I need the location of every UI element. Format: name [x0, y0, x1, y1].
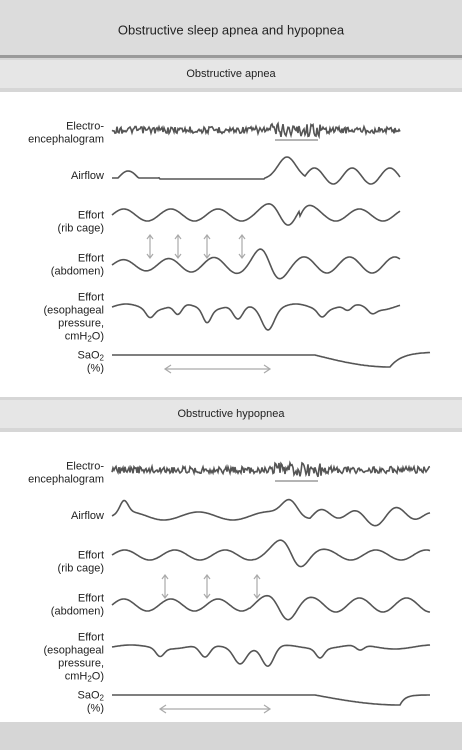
panel [0, 92, 462, 397]
label-text: SaO [78, 689, 100, 701]
trace-label: (abdomen) [51, 605, 104, 617]
section-header [0, 60, 462, 88]
label-text: cmH [65, 330, 88, 342]
trace-label: pressure, [58, 657, 104, 669]
panel [0, 432, 462, 722]
arrow-head [174, 234, 182, 259]
trace-label: Effort [78, 252, 104, 264]
trace-label: Effort [78, 549, 104, 561]
arrow-head [161, 574, 169, 599]
trace-label: (esophageal [43, 644, 104, 656]
waveform [112, 351, 431, 368]
label-text: SaO [78, 349, 100, 361]
waveform [111, 121, 401, 140]
section-title: Obstructive hypopnea [177, 408, 285, 420]
trace-label: (rib cage) [58, 562, 104, 574]
trace-label: Airflow [71, 510, 104, 522]
trace-label: Airflow [71, 170, 104, 182]
waveform [112, 694, 430, 706]
arrow-head [238, 234, 246, 259]
waveform [111, 460, 431, 478]
label-text: O) [92, 670, 104, 682]
trace-label: Electro- [66, 460, 104, 472]
waveform [112, 156, 401, 185]
arrow-head [146, 234, 154, 259]
label-subscript: 2 [100, 354, 105, 363]
trace-label: (rib cage) [58, 222, 104, 234]
trace-label: encephalogram [28, 133, 104, 145]
arrow-head [158, 704, 272, 714]
trace-label: Effort [78, 209, 104, 221]
figure-title: Obstructive sleep apnea and hypopnea [118, 22, 345, 37]
trace-label: Effort [78, 631, 104, 643]
waveform [111, 248, 401, 280]
arrow-head [203, 234, 211, 259]
trace-label: encephalogram [28, 473, 104, 485]
trace-label: (%) [87, 702, 104, 714]
trace-label: SaO2 [78, 349, 105, 362]
waveform [111, 498, 431, 527]
label-text: O) [92, 330, 104, 342]
title-rule [0, 55, 462, 58]
label-subscript: 2 [87, 335, 92, 344]
waveform [111, 644, 431, 668]
waveform [111, 202, 401, 226]
section-title: Obstructive apnea [186, 68, 276, 80]
arrow-head [163, 364, 272, 374]
waveform [111, 303, 401, 331]
trace-label: (abdomen) [51, 265, 104, 277]
arrow-head [203, 574, 211, 599]
trace-label: (esophageal [43, 304, 104, 316]
arrow-head [253, 574, 261, 599]
trace-label: (%) [87, 362, 104, 374]
title-bar [0, 0, 462, 55]
waveform [111, 539, 431, 568]
section-header [0, 400, 462, 428]
trace-label: pressure, [58, 317, 104, 329]
trace-label: Effort [78, 592, 104, 604]
trace-label: cmH2O) [65, 330, 104, 343]
trace-label: cmH2O) [65, 670, 104, 683]
label-text: cmH [65, 670, 88, 682]
label-subscript: 2 [100, 694, 105, 703]
waveform [111, 594, 431, 621]
label-subscript: 2 [87, 675, 92, 684]
trace-label: Electro- [66, 120, 104, 132]
trace-label: SaO2 [78, 689, 105, 702]
trace-label: Effort [78, 291, 104, 303]
